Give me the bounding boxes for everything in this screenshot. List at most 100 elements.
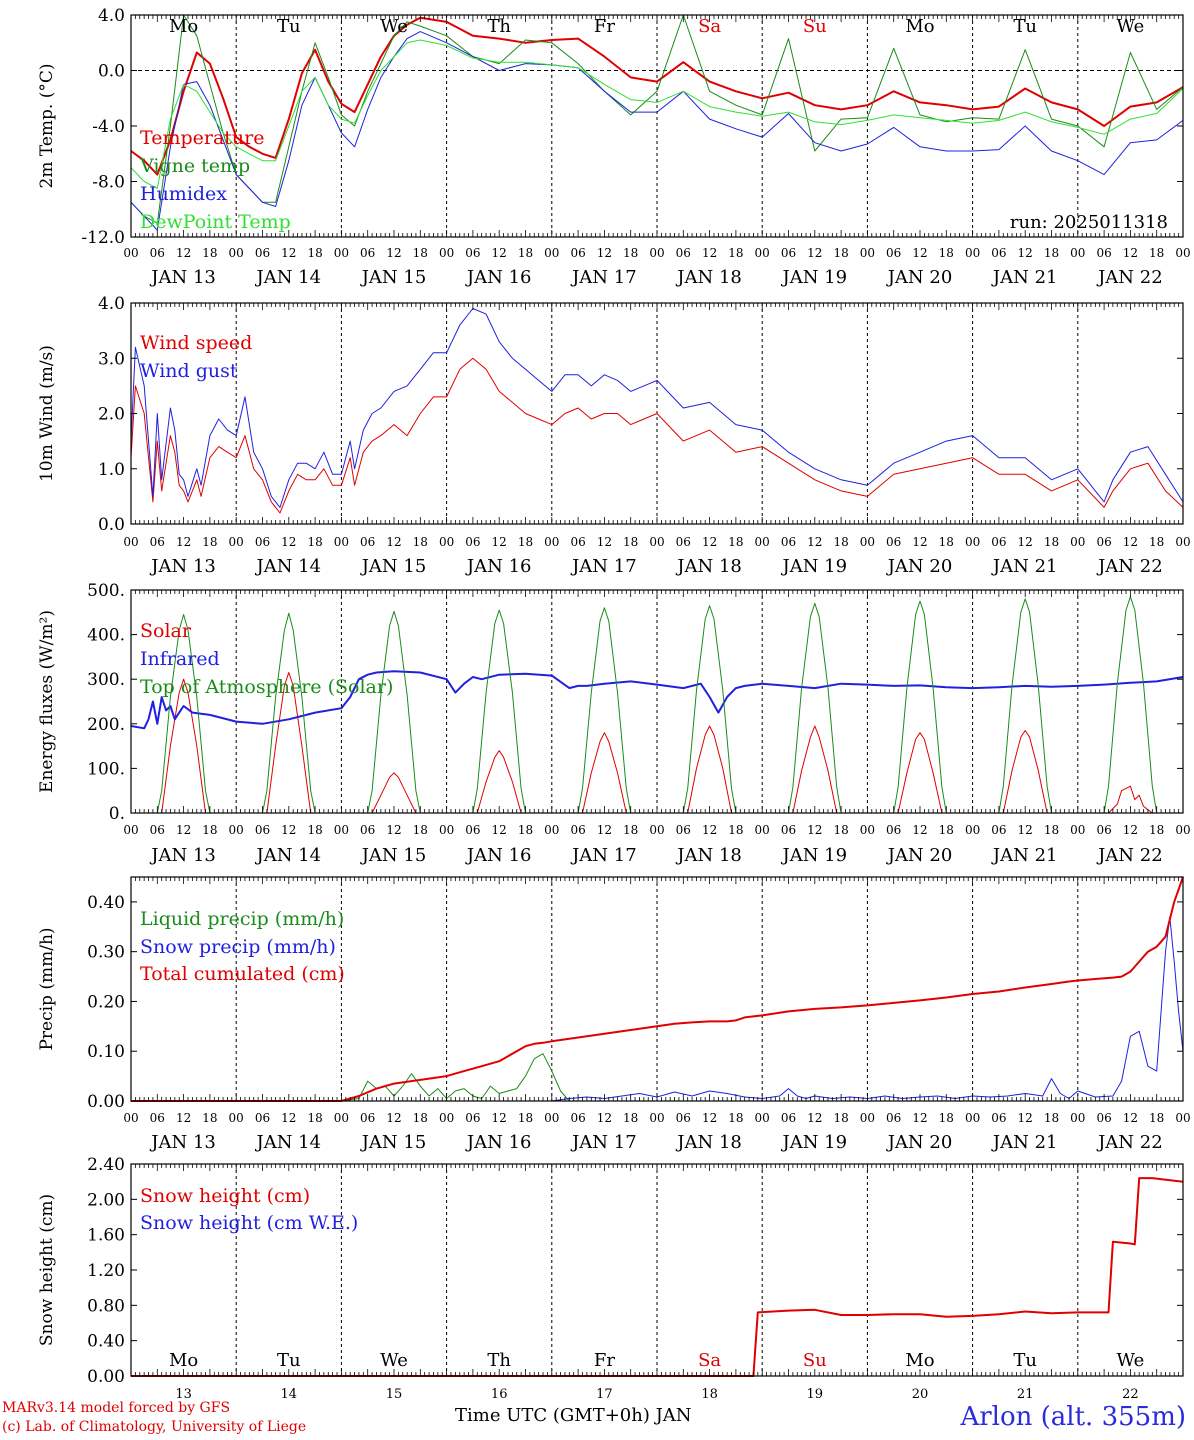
y-tick-label: 0.	[109, 804, 125, 824]
weekday-label: Sa	[698, 1350, 721, 1371]
hour-tick-label: 00	[544, 823, 559, 837]
hour-tick-label: 12	[702, 823, 717, 837]
day-number-label: 22	[1122, 1387, 1139, 1402]
y-tick-label: 0.40	[87, 1332, 125, 1352]
weekday-label: Fr	[594, 16, 615, 37]
hour-tick-label: 06	[570, 246, 585, 260]
hour-tick-label: 00	[755, 823, 770, 837]
hour-tick-label: 12	[702, 535, 717, 549]
hour-tick-label: 18	[307, 823, 322, 837]
hour-tick-label: 00	[334, 246, 349, 260]
date-label: JAN 21	[991, 845, 1058, 866]
y-tick-label: -8.0	[92, 173, 125, 193]
hour-tick-label: 00	[860, 246, 875, 260]
hour-tick-label: 00	[229, 1111, 244, 1125]
y-tick-label: 400.	[87, 626, 125, 646]
hour-tick-label: 06	[1096, 1111, 1111, 1125]
series-line-wind-gust	[130, 308, 1184, 508]
date-label: JAN 22	[1096, 1132, 1163, 1153]
x-axis-title: Time UTC (GMT+0h) JAN	[455, 1405, 692, 1426]
hour-tick-label: 06	[570, 823, 585, 837]
date-label: JAN 17	[570, 845, 637, 866]
hour-tick-label: 06	[465, 246, 480, 260]
hour-tick-label: 12	[281, 823, 296, 837]
y-tick-label: 0.80	[87, 1296, 125, 1316]
day-number-label: 15	[386, 1387, 403, 1402]
weekday-label: Th	[487, 1350, 511, 1371]
hour-tick-label: 00	[229, 246, 244, 260]
date-label: JAN 17	[570, 1132, 637, 1153]
hour-tick-label: 12	[807, 1111, 822, 1125]
y-tick-label: -4.0	[92, 117, 125, 137]
date-label: JAN 19	[781, 267, 848, 288]
y-axis-title: Energy fluxes (W/m²)	[37, 610, 57, 793]
hour-tick-label: 06	[886, 823, 901, 837]
legend-entry: Vigne temp	[139, 155, 250, 177]
hour-tick-label: 12	[386, 535, 401, 549]
hour-tick-label: 06	[781, 535, 796, 549]
hour-tick-label: 18	[833, 1111, 848, 1125]
hour-tick-label: 00	[544, 535, 559, 549]
weekday-label: Tu	[277, 16, 301, 37]
y-tick-label: 0.00	[87, 1092, 125, 1112]
weekday-label: Sa	[698, 16, 721, 37]
hour-tick-label: 18	[518, 246, 533, 260]
hour-tick-label: 06	[465, 1111, 480, 1125]
hour-tick-label: 18	[413, 1111, 428, 1125]
hour-tick-label: 18	[833, 823, 848, 837]
hour-tick-label: 12	[386, 246, 401, 260]
hour-tick-label: 18	[833, 246, 848, 260]
hour-tick-label: 06	[1096, 535, 1111, 549]
date-label: JAN 21	[991, 556, 1058, 577]
lab-credit: (c) Lab. of Climatology, University of L…	[2, 1419, 307, 1435]
hour-tick-label: 18	[202, 1111, 217, 1125]
legend-entry: Snow height (cm)	[140, 1185, 310, 1207]
weekday-label: Tu	[1013, 1350, 1037, 1371]
y-tick-label: 1.20	[87, 1261, 125, 1281]
y-tick-label: 300.	[87, 670, 125, 690]
hour-tick-label: 12	[912, 246, 927, 260]
weekday-label: Mo	[169, 16, 198, 37]
hour-tick-label: 00	[439, 246, 454, 260]
hour-tick-label: 18	[307, 535, 322, 549]
hour-tick-label: 12	[1123, 246, 1138, 260]
day-number-label: 19	[807, 1387, 824, 1402]
y-tick-label: 0.20	[87, 992, 125, 1012]
hour-tick-label: 18	[202, 246, 217, 260]
series-line-humidex	[130, 31, 1184, 231]
day-number-label: 16	[491, 1387, 508, 1402]
hour-tick-label: 12	[281, 535, 296, 549]
hour-tick-label: 12	[702, 1111, 717, 1125]
date-label: JAN 20	[886, 267, 953, 288]
hour-tick-label: 12	[807, 246, 822, 260]
hour-tick-label: 00	[439, 823, 454, 837]
legend-entry: Solar	[140, 620, 192, 642]
hour-tick-label: 18	[623, 1111, 638, 1125]
hour-tick-label: 00	[544, 246, 559, 260]
weekday-label: Mo	[905, 1350, 934, 1371]
hour-tick-label: 06	[150, 823, 165, 837]
y-tick-label: 200.	[87, 715, 125, 735]
hour-tick-label: 12	[912, 1111, 927, 1125]
hour-tick-label: 12	[597, 246, 612, 260]
hour-tick-label: 06	[255, 1111, 270, 1125]
hour-tick-label: 00	[1175, 535, 1190, 549]
legend-entry: Wind speed	[140, 332, 252, 354]
series-line-wind-speed	[130, 357, 1184, 514]
hour-tick-label: 00	[755, 246, 770, 260]
legend-entry: Wind gust	[140, 360, 238, 382]
panel-5: 2.40 2.00 1.60 1.20 0.80 0.40 0.00 Snow height …	[37, 1155, 1184, 1402]
series-line-dewpoint-temp	[130, 39, 1184, 189]
hour-tick-label: 06	[886, 535, 901, 549]
hour-tick-label: 06	[360, 246, 375, 260]
date-label: JAN 20	[886, 845, 953, 866]
run-annotation: run: 2025011318	[1010, 212, 1168, 233]
hour-tick-label: 18	[939, 823, 954, 837]
date-label: JAN 22	[1096, 845, 1163, 866]
y-tick-label: 3.0	[98, 349, 125, 369]
y-tick-label: 2.0	[98, 405, 125, 425]
hour-tick-label: 00	[965, 1111, 980, 1125]
day-number-label: 21	[1017, 1387, 1034, 1402]
hour-tick-label: 12	[281, 1111, 296, 1125]
hour-tick-label: 18	[202, 823, 217, 837]
